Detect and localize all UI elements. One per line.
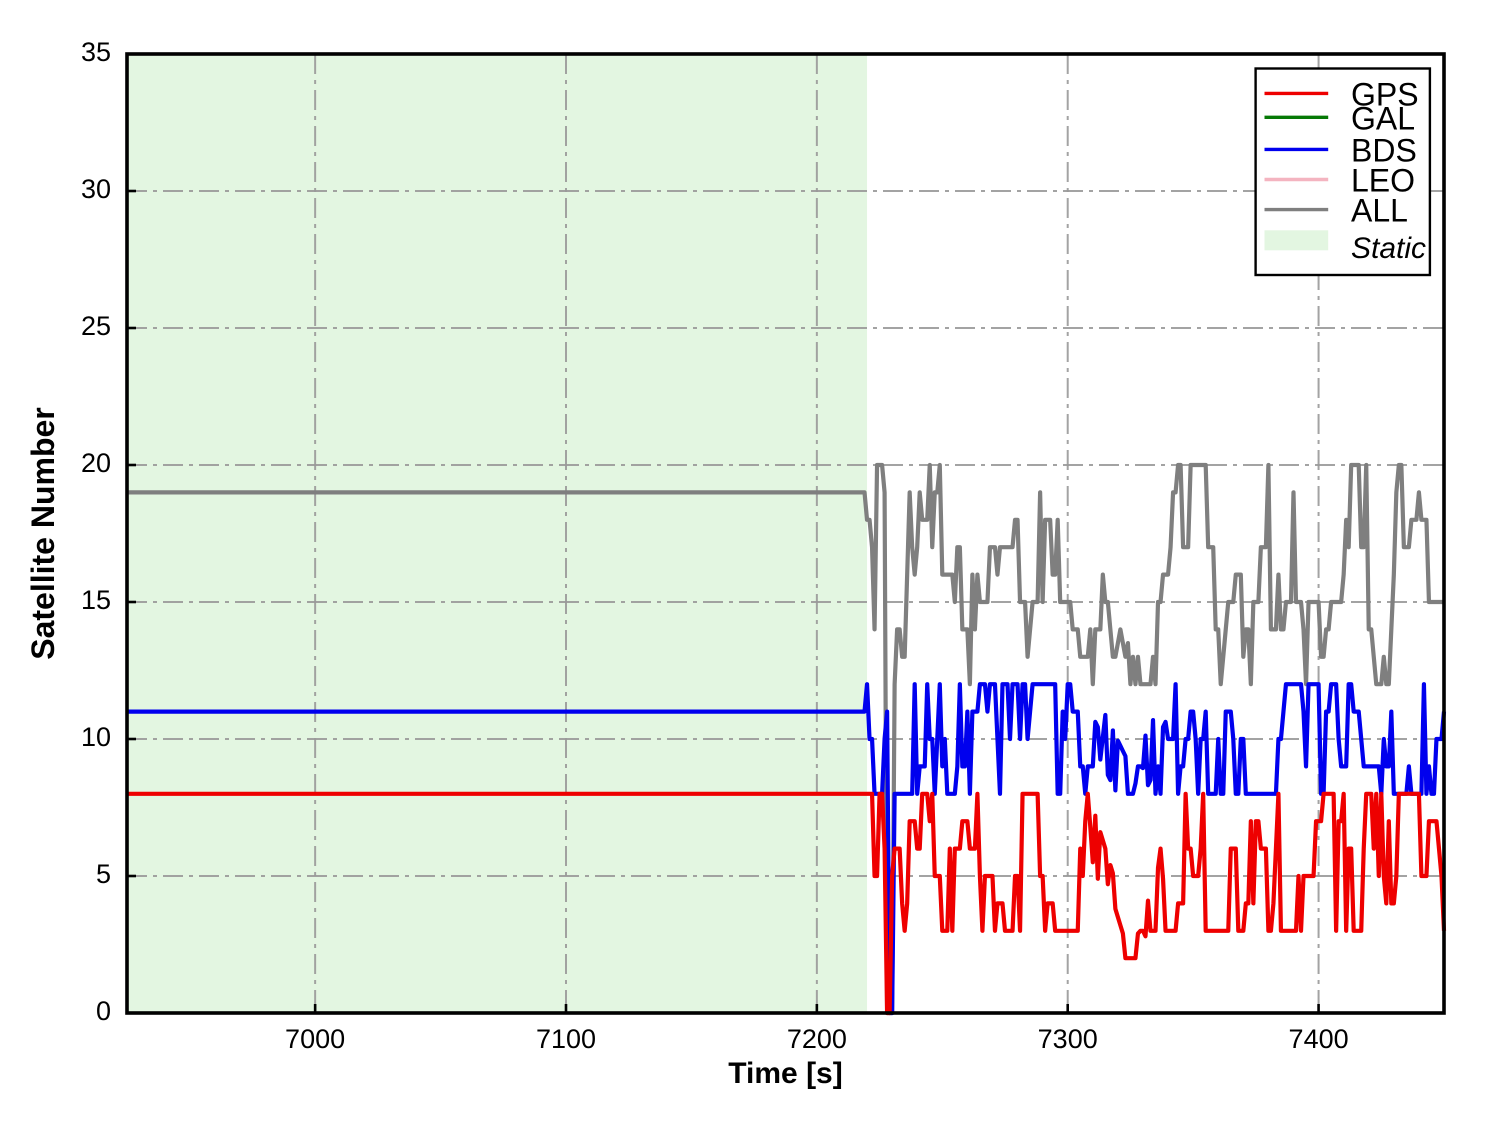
svg-text:10: 10	[81, 722, 111, 752]
svg-text:Time [s]: Time [s]	[728, 1057, 842, 1090]
svg-text:ALL: ALL	[1351, 192, 1408, 228]
svg-text:Static: Static	[1351, 232, 1426, 265]
svg-text:7100: 7100	[536, 1024, 596, 1054]
svg-text:15: 15	[81, 585, 111, 615]
svg-text:5: 5	[96, 859, 111, 889]
svg-text:25: 25	[81, 311, 111, 341]
svg-text:Satellite Number: Satellite Number	[25, 407, 61, 660]
svg-text:7200: 7200	[787, 1024, 847, 1054]
svg-text:7000: 7000	[285, 1024, 345, 1054]
svg-text:35: 35	[81, 37, 111, 67]
svg-text:7400: 7400	[1289, 1024, 1349, 1054]
svg-text:30: 30	[81, 174, 111, 204]
svg-text:GAL: GAL	[1351, 100, 1415, 136]
svg-text:20: 20	[81, 448, 111, 478]
svg-text:0: 0	[96, 996, 111, 1026]
svg-text:7300: 7300	[1038, 1024, 1098, 1054]
